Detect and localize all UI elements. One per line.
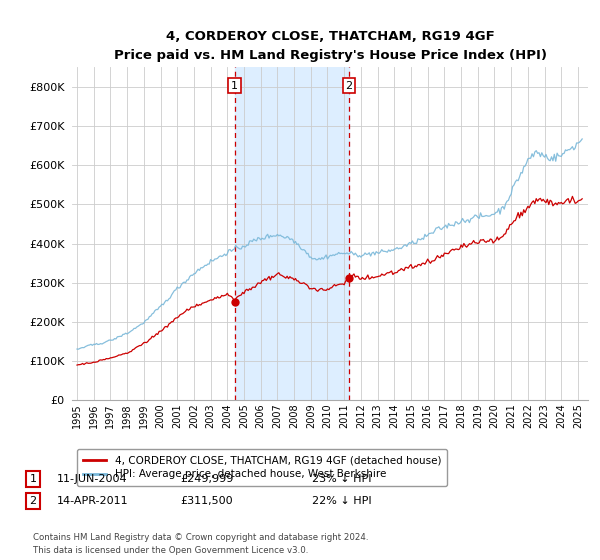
Text: 14-APR-2011: 14-APR-2011 [57,496,128,506]
Text: £311,500: £311,500 [180,496,233,506]
Text: 11-JUN-2004: 11-JUN-2004 [57,474,128,484]
Text: 1: 1 [231,81,238,91]
Text: 1: 1 [29,474,37,484]
Legend: 4, CORDEROY CLOSE, THATCHAM, RG19 4GF (detached house), HPI: Average price, deta: 4, CORDEROY CLOSE, THATCHAM, RG19 4GF (d… [77,449,448,486]
Text: 2: 2 [29,496,37,506]
Text: 2: 2 [346,81,352,91]
Title: 4, CORDEROY CLOSE, THATCHAM, RG19 4GF
Price paid vs. HM Land Registry's House Pr: 4, CORDEROY CLOSE, THATCHAM, RG19 4GF Pr… [113,30,547,62]
Text: 23% ↓ HPI: 23% ↓ HPI [312,474,371,484]
Text: 22% ↓ HPI: 22% ↓ HPI [312,496,371,506]
Bar [235,67,349,400]
Text: Contains HM Land Registry data © Crown copyright and database right 2024.
This d: Contains HM Land Registry data © Crown c… [33,533,368,554]
Text: £249,999: £249,999 [180,474,233,484]
